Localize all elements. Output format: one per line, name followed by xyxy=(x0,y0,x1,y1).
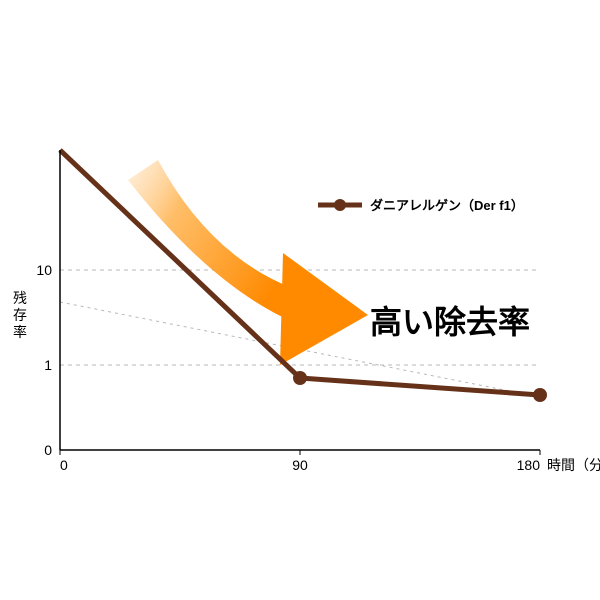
svg-text:0: 0 xyxy=(60,457,68,473)
trend-arrow-icon xyxy=(128,160,368,365)
svg-text:90: 90 xyxy=(292,457,308,473)
svg-text:10: 10 xyxy=(36,262,52,278)
svg-text:180: 180 xyxy=(517,457,541,473)
svg-text:0: 0 xyxy=(44,442,52,458)
chart-plot: 0 90 180 0 1 10 xyxy=(0,0,600,600)
svg-text:1: 1 xyxy=(44,357,52,373)
